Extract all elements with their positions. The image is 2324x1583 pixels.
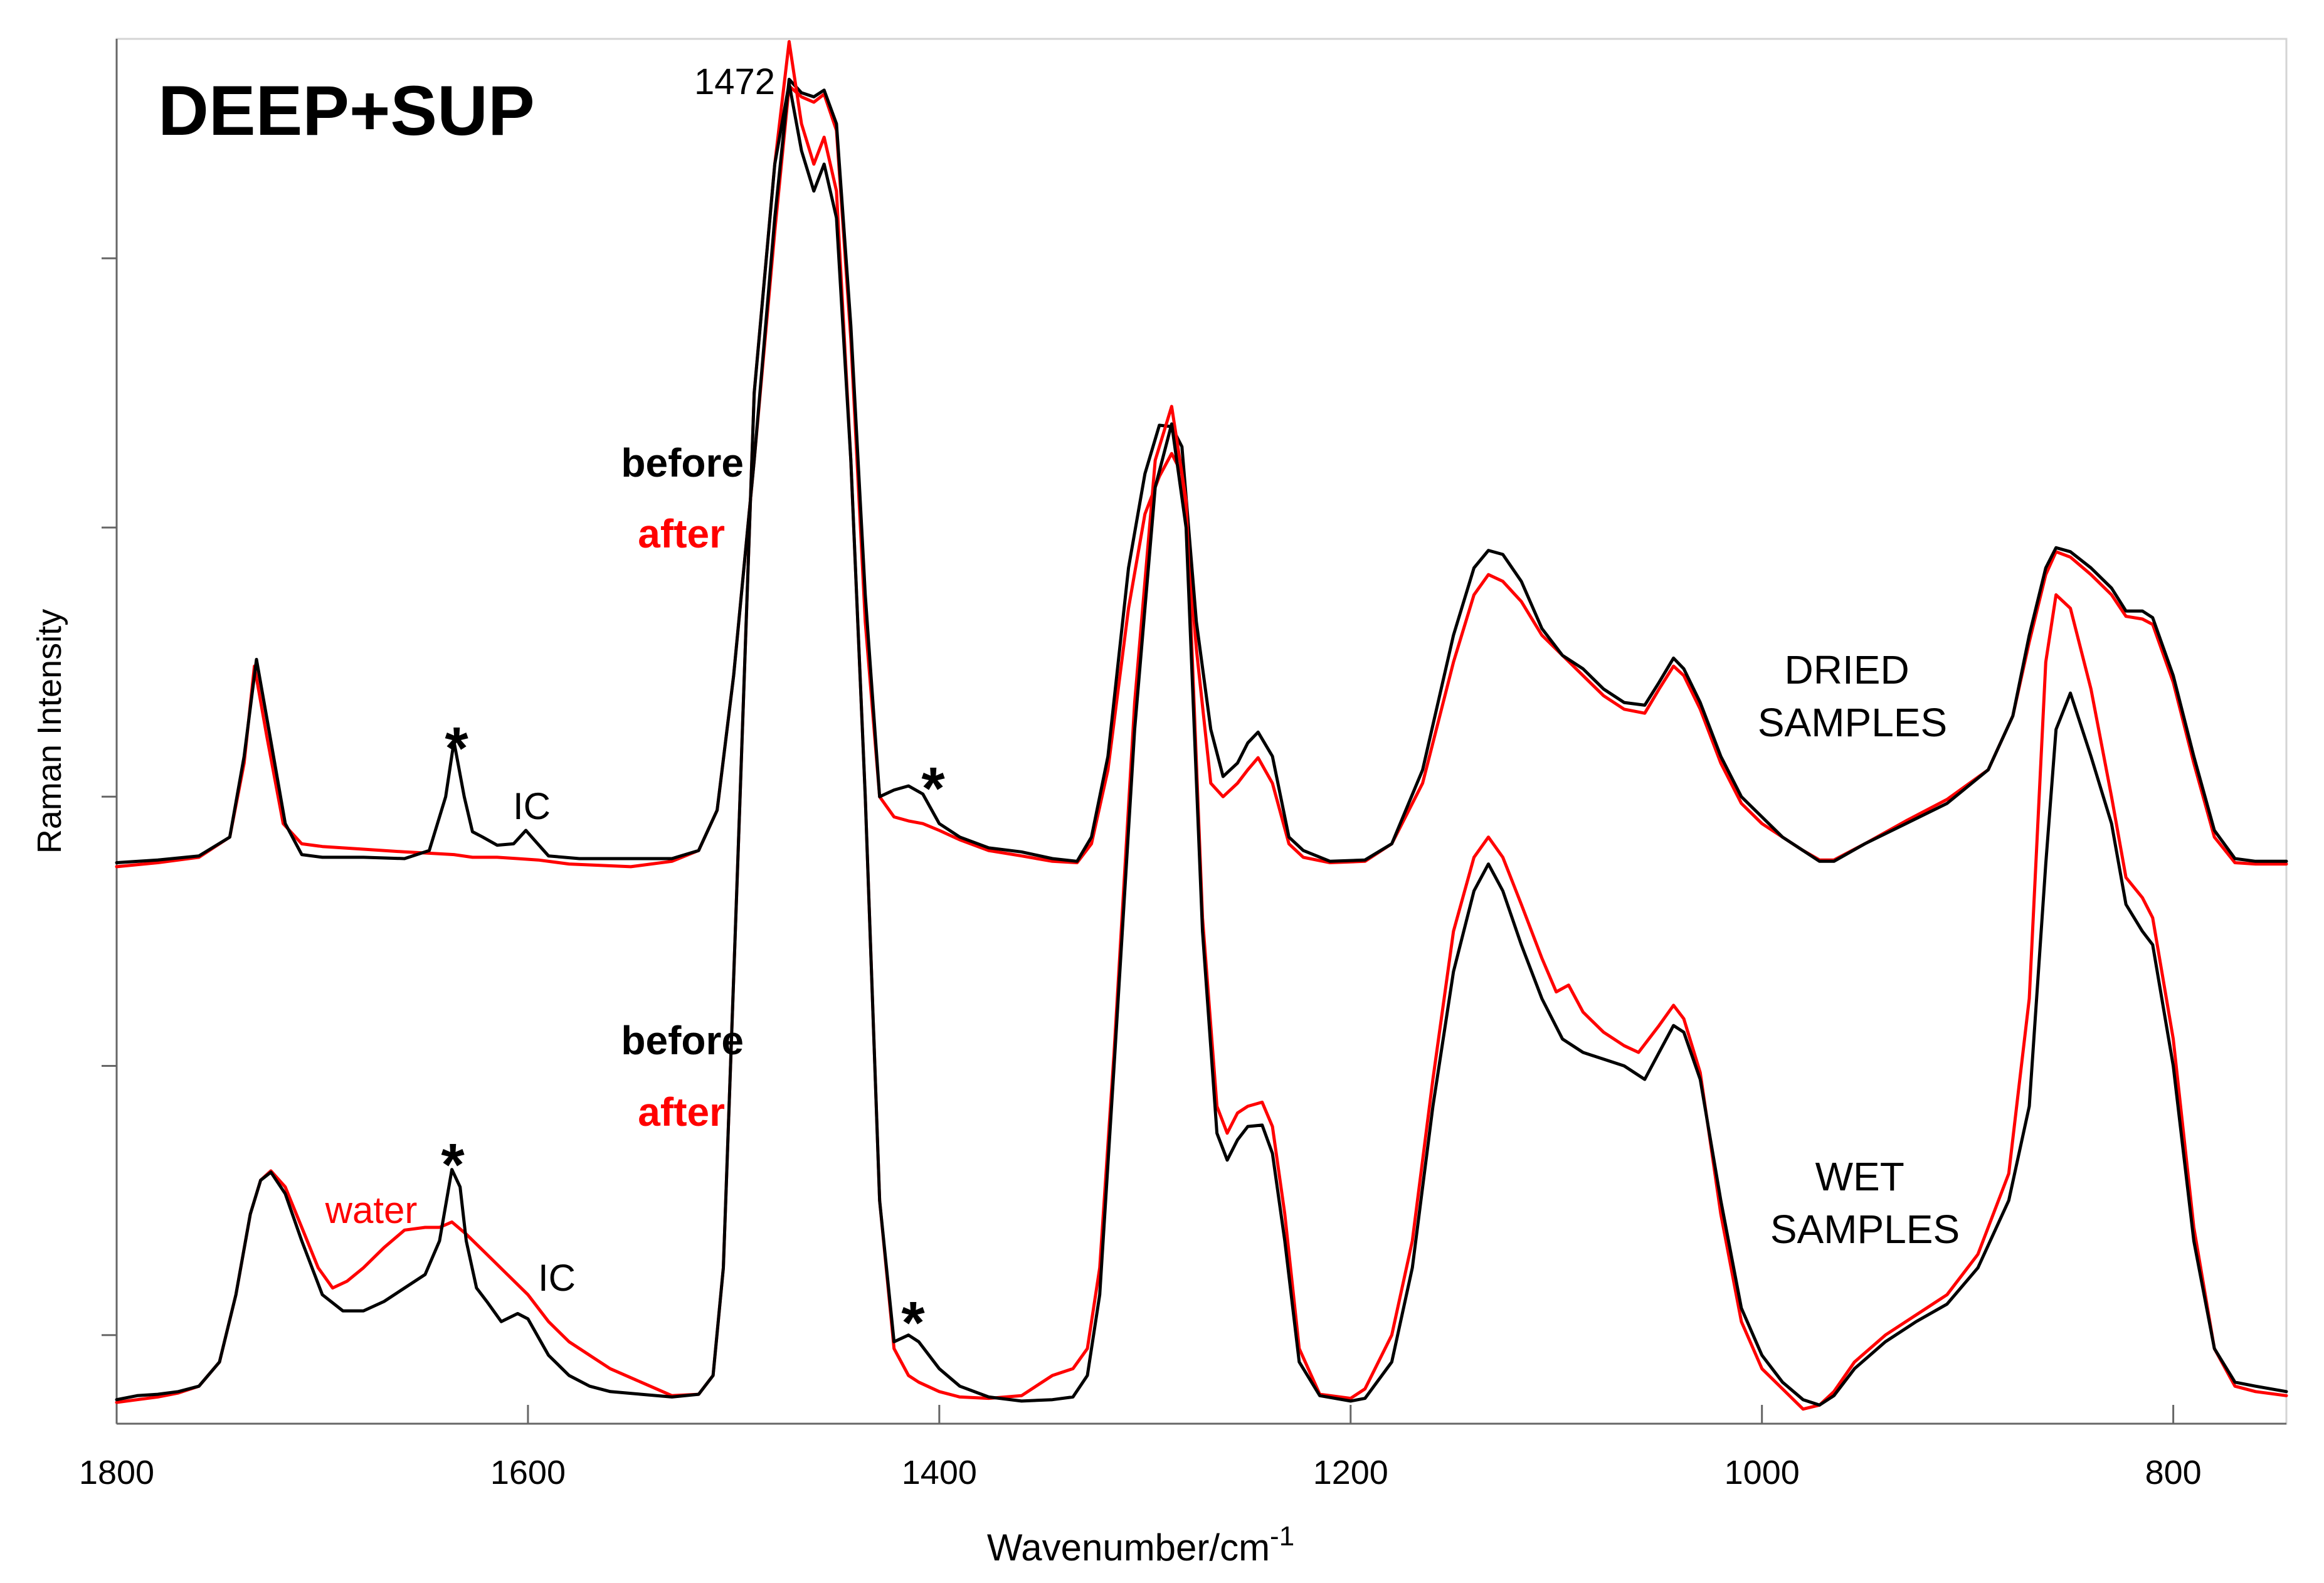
asterisk-wet-1415: * [901,1289,925,1357]
x-tick-label: 1400 [902,1454,977,1491]
legend-after-wet: after [638,1089,725,1135]
water-label: water [325,1189,418,1231]
spectra-lines [115,40,2288,1411]
legend-before-wet: before [621,1018,744,1063]
group-label-dried-line2: SAMPLES [1758,700,1947,745]
x-axis-label-text: Wavenumber/cm [987,1527,1270,1569]
x-ticks: 1800 1600 1400 1200 1000 800 [79,1405,2202,1491]
series-line-dried-after [115,84,2288,869]
group-label-dried-line1: DRIED [1785,647,1909,692]
x-axis-label: Wavenumber/cm-1 [987,1521,1294,1569]
x-tick-label: 1000 [1725,1454,1800,1491]
asterisk-dried-1636: * [445,715,468,782]
x-tick-label: 1200 [1313,1454,1388,1491]
asterisk-wet-1636: * [441,1131,465,1199]
x-tick-label: 1600 [490,1454,566,1491]
ic-label-wet: IC [538,1257,576,1299]
series-line-wet-after [115,40,2288,1411]
chart-title: DEEP+SUP [158,71,535,150]
legend-before-dried: before [621,440,744,485]
y-ticks [102,257,117,1337]
x-axis-label-exponent: -1 [1270,1521,1294,1552]
series-line-wet-before [115,82,2288,1407]
group-label-wet: WET SAMPLES [1770,1154,1960,1252]
ic-label-dried: IC [513,785,551,827]
peak-label-1472: 1472 [694,61,775,102]
plot-frame [115,38,2288,1425]
group-label-dried: DRIED SAMPLES [1758,647,1947,745]
asterisk-dried-1410: * [921,755,945,822]
y-axis-label: Raman Intensity [31,609,68,854]
group-label-wet-line1: WET [1815,1154,1904,1199]
series-line-dried-before [115,78,2288,864]
legend-after-dried: after [638,511,725,556]
x-tick-label: 1800 [79,1454,154,1491]
x-tick-label: 800 [2145,1454,2202,1491]
group-label-wet-line2: SAMPLES [1770,1207,1960,1252]
